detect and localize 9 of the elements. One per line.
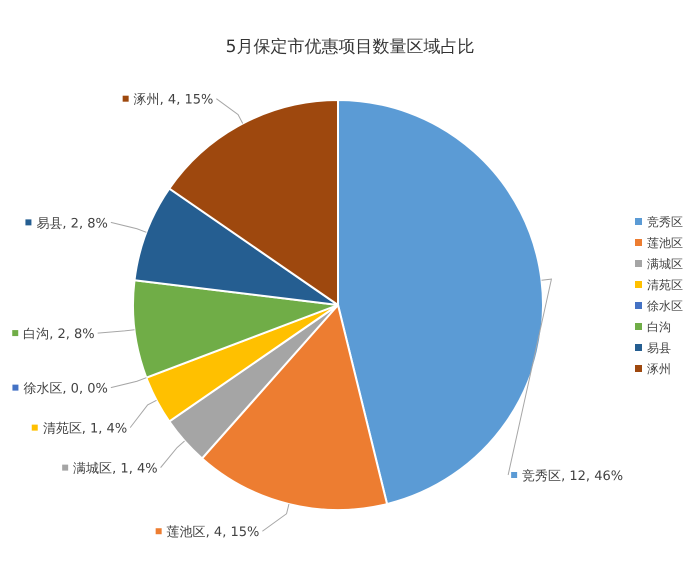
legend-label: 易县 xyxy=(647,341,671,355)
legend-label: 涿州 xyxy=(647,362,671,376)
chart-title: 5月保定市优惠项目数量区域占比 xyxy=(226,37,474,57)
legend-label: 清苑区 xyxy=(647,278,683,292)
legend-label: 徐水区 xyxy=(647,299,683,313)
legend-label: 白沟 xyxy=(647,320,671,334)
legend-label: 满城区 xyxy=(647,257,683,271)
legend-label: 竞秀区 xyxy=(647,215,683,229)
legend-label: 莲池区 xyxy=(647,236,683,250)
